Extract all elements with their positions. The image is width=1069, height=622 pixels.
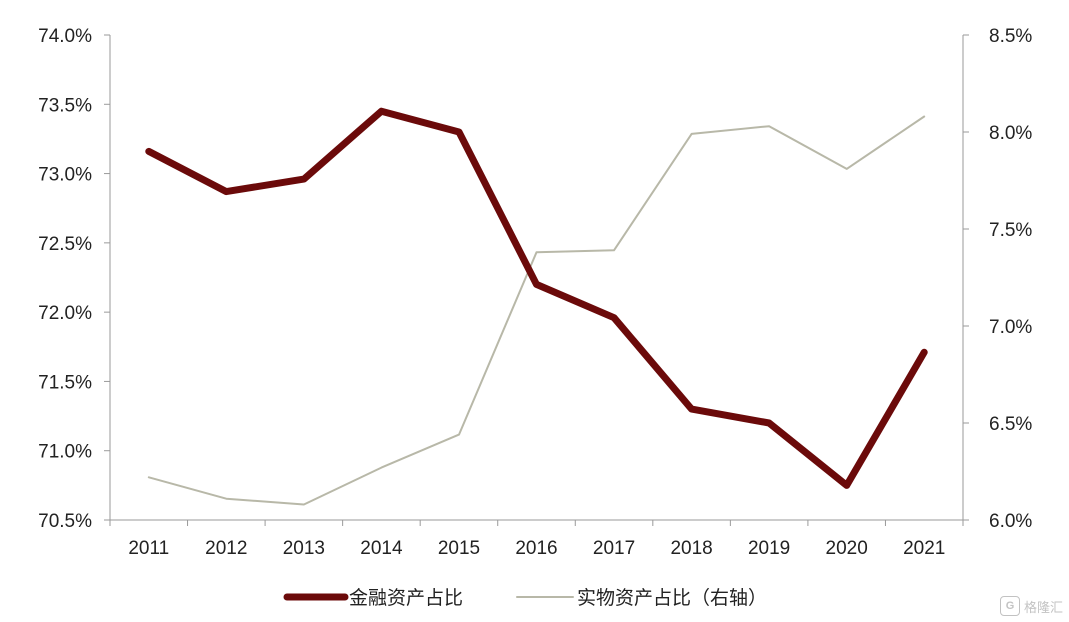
chart-legend: 金融资产占比 实物资产占比（右轴）: [283, 587, 767, 609]
chart-axes: 70.5% 71.0% 71.5% 72.0% 72.5% 73.0% 73.5% 74.0%…: [38, 26, 1032, 559]
x-tick-label: 2020: [826, 538, 868, 559]
left-tick-label: 71.0%: [38, 442, 92, 463]
right-tick-label: 7.0%: [989, 317, 1032, 338]
x-tick-label: 2018: [670, 538, 712, 559]
x-tick-label: 2014: [360, 538, 403, 559]
x-tick-label: 2016: [515, 538, 557, 559]
left-tick-label: 73.0%: [38, 165, 92, 186]
x-tick-label: 2011: [128, 538, 169, 559]
left-tick-label: 72.0%: [38, 303, 92, 324]
x-tick-label: 2013: [283, 538, 325, 559]
left-tick-label: 70.5%: [38, 511, 92, 532]
left-tick-label: 72.5%: [38, 234, 92, 255]
watermark-text: 格隆汇: [1023, 600, 1063, 616]
x-tick-label: 2021: [903, 538, 945, 559]
x-tick-label: 2017: [593, 538, 635, 559]
series-line: [145, 107, 928, 489]
right-tick-label: 8.0%: [989, 123, 1032, 144]
left-tick-label: 73.5%: [38, 95, 92, 116]
legend-label: 金融资产占比: [349, 587, 463, 609]
left-tick-label: 74.0%: [38, 26, 92, 47]
right-tick-label: 6.5%: [989, 414, 1032, 435]
series-line: [147, 115, 926, 506]
x-tick-label: 2012: [205, 538, 247, 559]
right-tick-label: 8.5%: [989, 26, 1032, 47]
x-tick-label: 2019: [748, 538, 790, 559]
watermark-logo-icon: G: [999, 596, 1020, 616]
right-tick-label: 7.5%: [989, 220, 1032, 241]
x-tick-label: 2015: [438, 538, 480, 559]
chart-series-layer: [145, 107, 928, 506]
left-tick-label: 71.5%: [38, 372, 92, 393]
legend-label: 实物资产占比（右轴）: [577, 587, 767, 609]
right-tick-label: 6.0%: [989, 511, 1032, 532]
watermark: G 格隆汇: [999, 596, 1063, 616]
